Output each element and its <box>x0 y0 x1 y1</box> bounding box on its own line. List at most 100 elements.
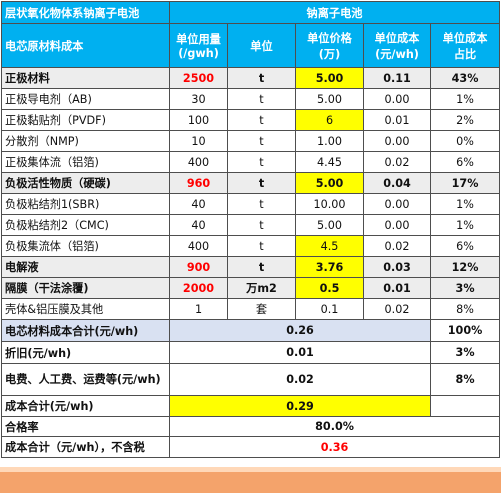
row-cost: 0.02 <box>363 151 431 173</box>
row-unit: t <box>227 235 296 257</box>
row-cost: 0.01 <box>363 277 431 299</box>
row-name: 负极粘结剂1(SBR) <box>1 193 170 215</box>
row-cost: 0.04 <box>363 172 431 194</box>
depreciation-share: 3% <box>429 341 501 364</box>
cost-total-blank <box>429 395 501 417</box>
row-cost: 0.11 <box>363 67 431 89</box>
depreciation-label: 折旧(元/wh) <box>1 341 170 364</box>
row-usage: 2000 <box>169 277 228 299</box>
row-cost: 0.00 <box>363 214 431 236</box>
col-cost-header: 单位成本 (元/wh) <box>363 23 431 68</box>
material-total-label: 电芯材料成本合计(元/wh) <box>1 319 170 342</box>
row-price: 4.45 <box>295 151 364 173</box>
table-row: 负极粘结剂2（CMC) 40 t 5.00 0.00 1% <box>1 214 501 236</box>
row-usage: 400 <box>169 151 228 173</box>
row-name: 正极材料 <box>1 67 170 89</box>
col-price-unit: (万) <box>318 47 341 61</box>
col-cost-unit: (元/wh) <box>375 47 419 61</box>
row-share: 1% <box>429 88 501 110</box>
row-unit: t <box>227 172 296 194</box>
row-cost: 0.03 <box>363 256 431 278</box>
row-name: 电解液 <box>1 256 170 278</box>
row-usage: 100 <box>169 109 228 131</box>
table-subtitle: 电芯原材料成本 <box>1 23 170 68</box>
row-price: 10.00 <box>295 193 364 215</box>
col-share-unit: 占比 <box>453 47 477 61</box>
row-name: 正极集体流（铝箔) <box>1 151 170 173</box>
row-unit: 套 <box>227 298 296 320</box>
row-price: 0.1 <box>295 298 364 320</box>
yield-value: 80.0% <box>168 416 501 437</box>
table-row: 正极黏贴剂（PVDF) 100 t 6 0.01 2% <box>1 109 501 131</box>
cost-total-notax-value: 0.36 <box>168 436 501 458</box>
row-usage: 900 <box>169 256 228 278</box>
row-cost: 0.02 <box>363 298 431 320</box>
col-share-header: 单位成本 占比 <box>429 23 501 68</box>
row-share: 0% <box>429 130 501 152</box>
row-usage: 30 <box>169 88 228 110</box>
bottom-color-bar <box>0 467 501 493</box>
row-share: 2% <box>429 109 501 131</box>
header-row-1: 层状氧化物体系钠离子电池 钠离子电池 <box>1 1 501 24</box>
row-price: 5.00 <box>295 214 364 236</box>
row-name: 负极活性物质（硬碳) <box>1 172 170 194</box>
table-row: 负极粘结剂1(SBR) 40 t 10.00 0.00 1% <box>1 193 501 215</box>
row-unit: t <box>227 88 296 110</box>
row-name: 隔膜（干法涂覆) <box>1 277 170 299</box>
row-price: 0.5 <box>295 277 364 299</box>
cost-total-label: 成本合计(元/wh) <box>1 395 170 417</box>
row-share: 1% <box>429 214 501 236</box>
col-price-header: 单位价格 (万) <box>295 23 364 68</box>
row-usage: 40 <box>169 214 228 236</box>
table-row: 正极导电剂（AB) 30 t 5.00 0.00 1% <box>1 88 501 110</box>
row-price: 5.00 <box>295 172 364 194</box>
header-row-2: 电芯原材料成本 单位用量 (/gwh) 单位 单位价格 (万) 单位成本 (元/… <box>1 23 501 68</box>
row-cost: 0.00 <box>363 88 431 110</box>
group-title: 钠离子电池 <box>168 1 501 24</box>
row-cost: 0.00 <box>363 130 431 152</box>
col-usage-header: 单位用量 (/gwh) <box>169 23 228 68</box>
row-share: 6% <box>429 235 501 257</box>
table-title: 层状氧化物体系钠离子电池 <box>1 1 170 24</box>
cost-total-notax-label: 成本合计（元/wh），不含税 <box>1 436 170 458</box>
row-unit: t <box>227 214 296 236</box>
labor-row: 电费、人工费、运费等(元/wh) 0.02 8% <box>1 363 501 396</box>
row-name: 负极集流体（铝箔) <box>1 235 170 257</box>
cost-total-notax-row: 成本合计（元/wh），不含税 0.36 <box>1 436 501 458</box>
cost-total-value: 0.29 <box>169 395 431 417</box>
table-row: 电解液 900 t 3.76 0.03 12% <box>1 256 501 278</box>
row-share: 17% <box>429 172 501 194</box>
depreciation-value: 0.01 <box>169 341 431 364</box>
row-share: 3% <box>429 277 501 299</box>
row-unit: t <box>227 67 296 89</box>
col-share-label: 单位成本 <box>442 31 488 45</box>
row-cost: 0.02 <box>363 235 431 257</box>
row-name: 正极黏贴剂（PVDF) <box>1 109 170 131</box>
cost-table: 层状氧化物体系钠离子电池 钠离子电池 电芯原材料成本 单位用量 (/gwh) 单… <box>1 1 501 458</box>
row-unit: t <box>227 109 296 131</box>
col-cost-label: 单位成本 <box>374 31 420 45</box>
table-row: 负极活性物质（硬碳) 960 t 5.00 0.04 17% <box>1 172 501 194</box>
material-rows: 正极材料 2500 t 5.00 0.11 43% 正极导电剂（AB) 30 t 5.00 0.00… <box>1 67 501 320</box>
row-name: 壳体&铝压膜及其他 <box>1 298 170 320</box>
row-usage: 10 <box>169 130 228 152</box>
row-share: 6% <box>429 151 501 173</box>
row-cost: 0.00 <box>363 193 431 215</box>
row-usage: 1 <box>169 298 228 320</box>
yield-row: 合格率 80.0% <box>1 416 501 437</box>
material-total-row: 电芯材料成本合计(元/wh) 0.26 100% <box>1 319 501 342</box>
material-total-value: 0.26 <box>169 319 431 342</box>
depreciation-row: 折旧(元/wh) 0.01 3% <box>1 341 501 364</box>
row-name: 正极导电剂（AB) <box>1 88 170 110</box>
col-price-label: 单位价格 <box>307 31 352 45</box>
table-row: 负极集流体（铝箔) 400 t 4.5 0.02 6% <box>1 235 501 257</box>
col-usage-unit: (/gwh) <box>178 47 219 60</box>
table-row: 壳体&铝压膜及其他 1 套 0.1 0.02 8% <box>1 298 501 320</box>
row-price: 4.5 <box>295 235 364 257</box>
row-name: 负极粘结剂2（CMC) <box>1 214 170 236</box>
labor-share: 8% <box>429 363 501 396</box>
table-row: 分散剂（NMP) 10 t 1.00 0.00 0% <box>1 130 501 152</box>
row-share: 8% <box>429 298 501 320</box>
row-usage: 2500 <box>169 67 228 89</box>
row-share: 1% <box>429 193 501 215</box>
